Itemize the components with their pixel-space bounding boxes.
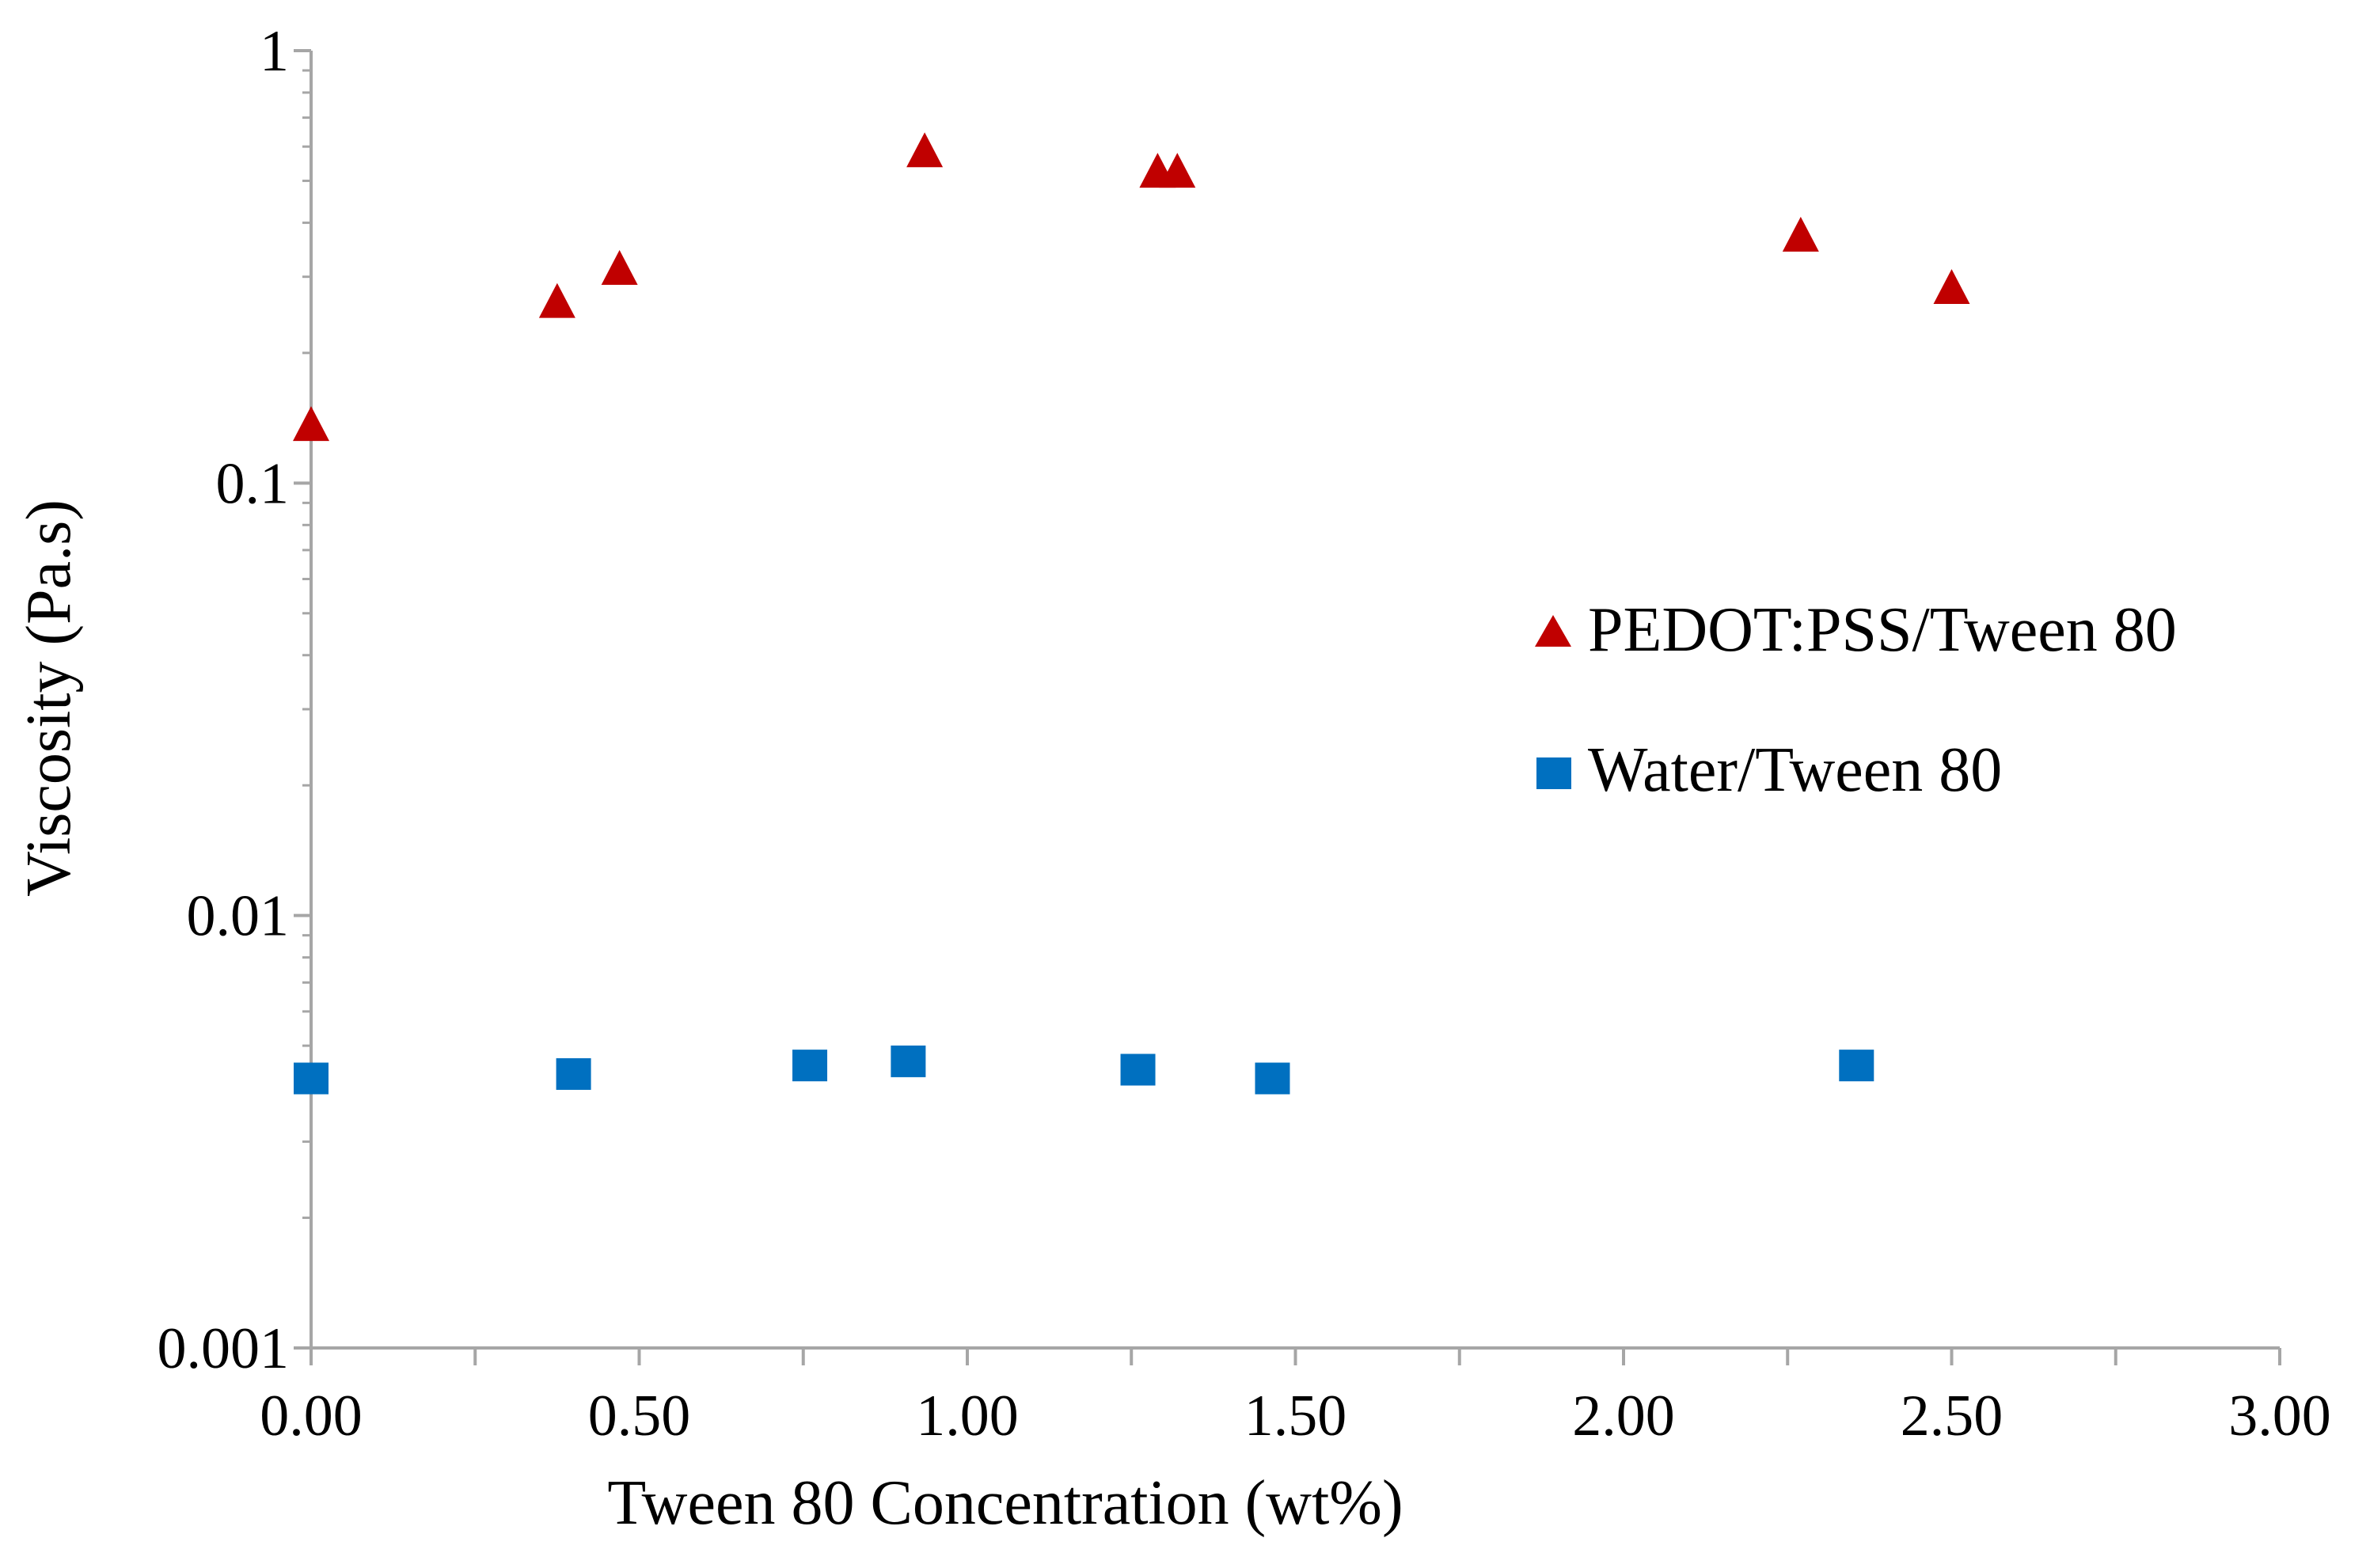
x-tick-label: 3.00: [2228, 1384, 2331, 1448]
y-tick-label: 0.01: [187, 884, 290, 949]
y-axis-title: Viscosity (Pa.s): [14, 499, 84, 897]
data-point-triangle: [601, 249, 638, 285]
legend: PEDOT:PSS/Tween 80 Water/Tween 80: [1535, 595, 2177, 805]
x-tick-label: 1.50: [1244, 1384, 1347, 1448]
data-point-square: [1255, 1062, 1290, 1095]
x-tick-label: 2.00: [1572, 1384, 1675, 1448]
data-point-square: [556, 1057, 591, 1090]
data-points: [293, 132, 1970, 1095]
series-1: [293, 132, 1970, 442]
series-2: [294, 1045, 1874, 1095]
data-point-triangle: [1159, 153, 1196, 188]
data-point-triangle: [906, 132, 944, 168]
data-point-triangle: [293, 406, 329, 442]
x-tick-label: 0.00: [260, 1384, 363, 1448]
y-axis-ticks: 1 0.1 0.01 0.001: [158, 19, 311, 1381]
legend-marker-square: [1536, 757, 1571, 789]
y-tick-label: 1: [260, 19, 289, 84]
x-axis-title: Tween 80 Concentration (wt%): [607, 1468, 1403, 1538]
data-point-square: [1839, 1050, 1874, 1082]
data-point-square: [1120, 1054, 1156, 1086]
data-point-triangle: [538, 283, 575, 318]
legend-item-pedot: PEDOT:PSS/Tween 80: [1535, 595, 2177, 665]
x-tick-label: 0.50: [588, 1384, 691, 1448]
axes: [310, 51, 2280, 1350]
data-point-square: [792, 1050, 828, 1082]
legend-item-water: Water/Tween 80: [1536, 735, 2002, 805]
x-axis-ticks: 0.00 0.50 1.00 1.50 2.00 2.50 3.00: [260, 1348, 2331, 1448]
data-point-square: [891, 1045, 926, 1077]
data-point-triangle: [1782, 216, 1819, 252]
y-tick-label: 0.1: [216, 451, 290, 516]
data-point-square: [294, 1062, 329, 1095]
legend-marker-triangle: [1535, 615, 1571, 647]
data-point-triangle: [1933, 269, 1970, 305]
y-tick-label: 0.001: [158, 1316, 290, 1381]
x-tick-label: 1.00: [916, 1384, 1019, 1448]
x-tick-label: 2.50: [1901, 1384, 2003, 1448]
legend-label-pedot: PEDOT:PSS/Tween 80: [1588, 595, 2177, 665]
legend-label-water: Water/Tween 80: [1588, 735, 2002, 805]
